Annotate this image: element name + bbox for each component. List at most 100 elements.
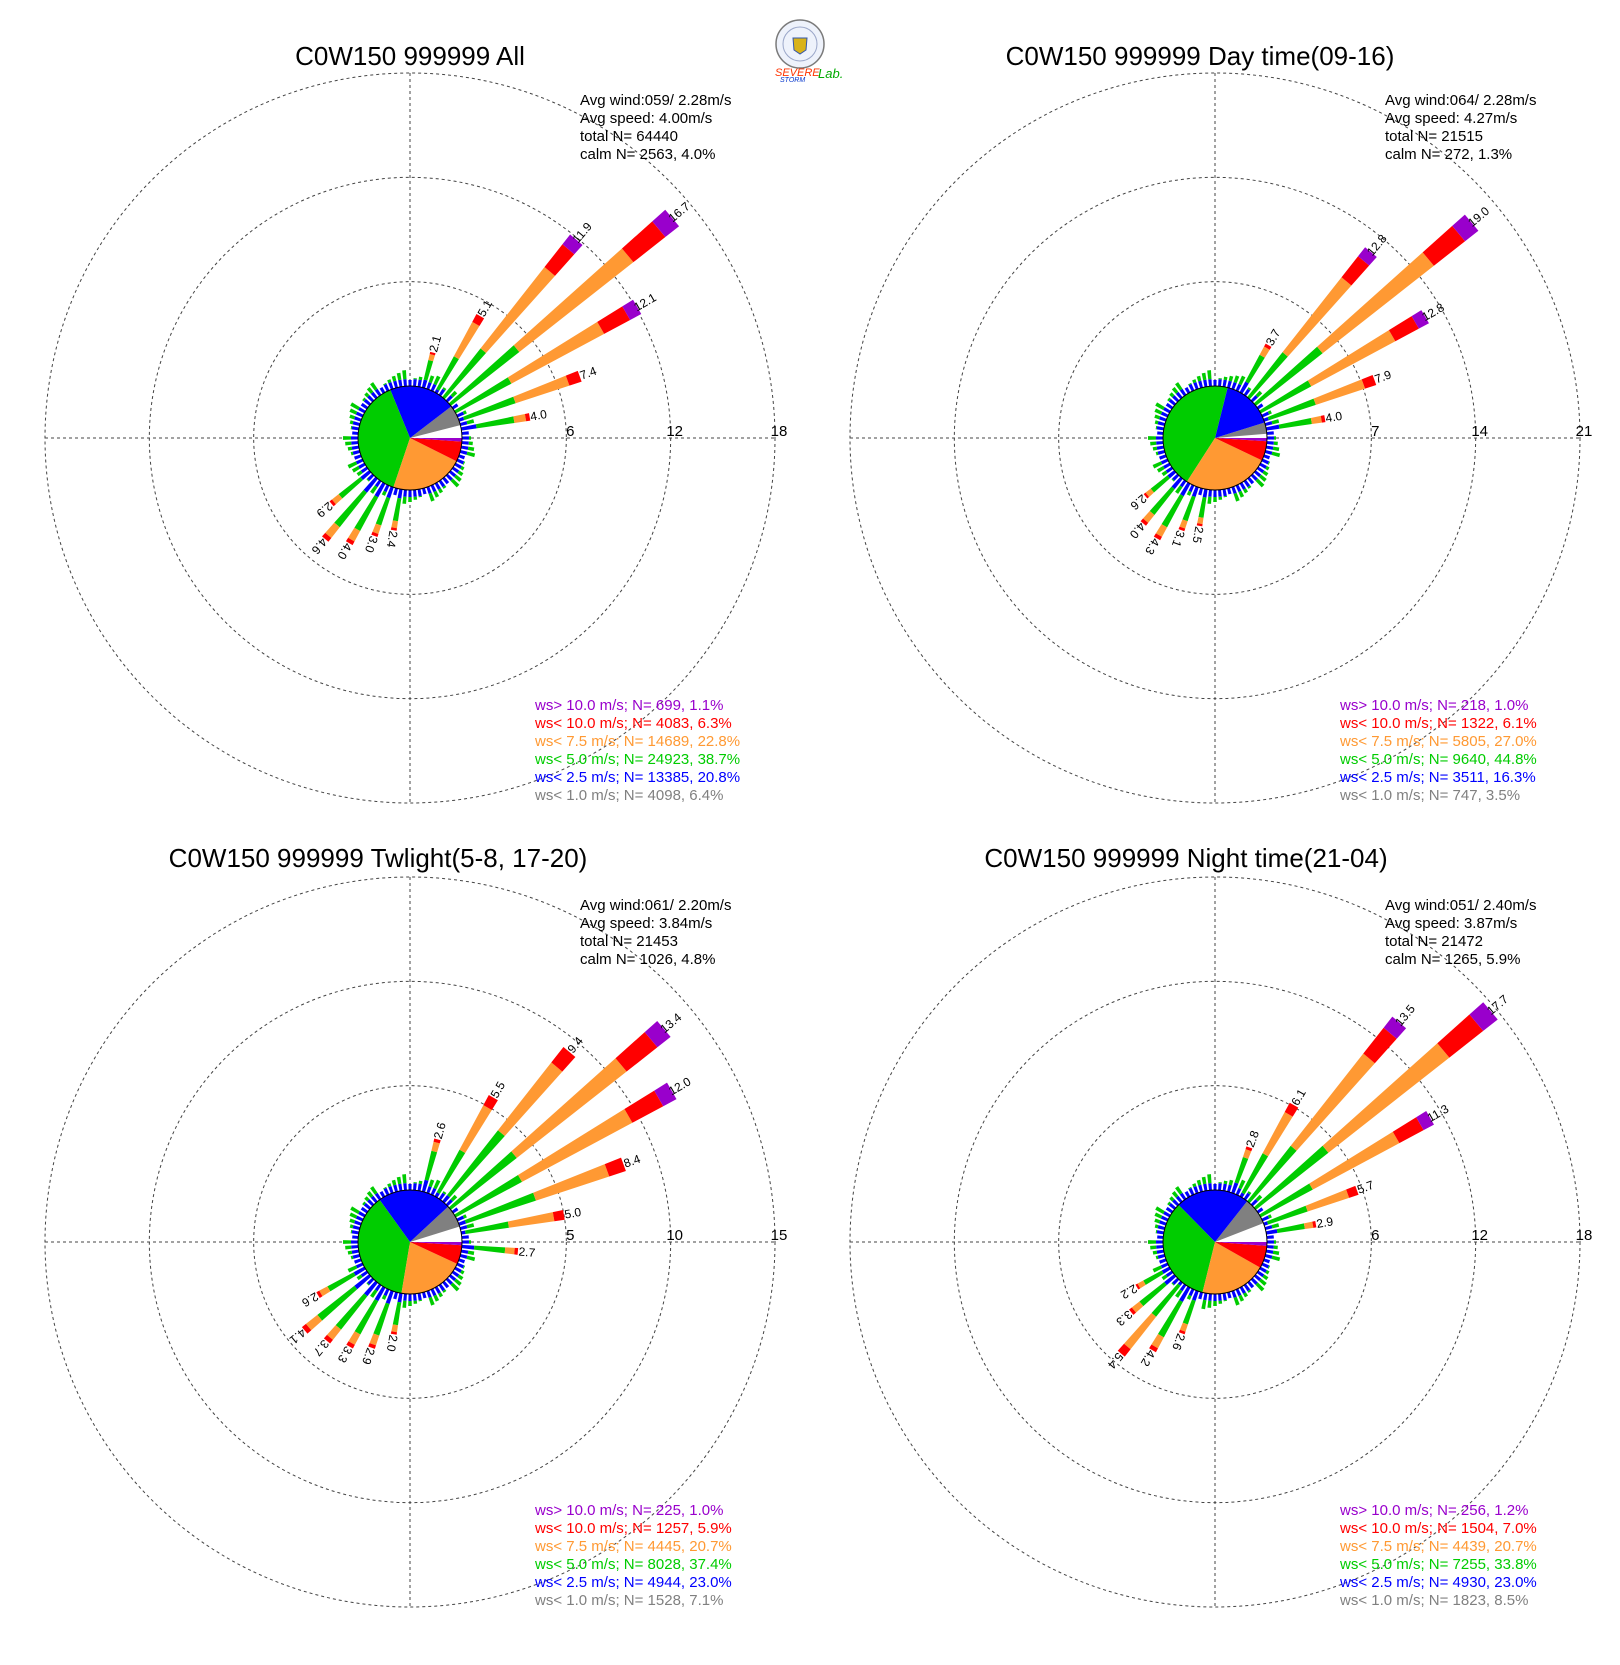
minor-bar: [370, 1289, 378, 1298]
minor-bar: [467, 446, 475, 452]
minor-bar: [467, 1250, 475, 1256]
seg-lt-5: [1182, 1299, 1196, 1325]
seg-lt-10: [1320, 415, 1326, 423]
direction-bar: 4.2: [1138, 1286, 1191, 1369]
minor-bar: [442, 387, 447, 391]
bar-value-label: 3.1: [1169, 529, 1188, 550]
minor-bar: [349, 414, 356, 420]
minor-bar: [1243, 1292, 1249, 1298]
bar-value-label: 12.0: [666, 1074, 694, 1098]
minor-bar: [456, 458, 465, 465]
grid-ring: [1058, 1085, 1372, 1399]
minor-bar: [1192, 1183, 1197, 1188]
stat-line: Avg speed: 4.27m/s: [1385, 110, 1517, 127]
seg-lt-10: [1388, 316, 1419, 342]
minor-bar: [450, 1194, 458, 1202]
stat-line: Avg speed: 3.87m/s: [1385, 915, 1517, 932]
seg-lt-5: [463, 396, 516, 421]
polar-grid: 7 14 21: [849, 72, 1592, 804]
legend-entry: ws> 10.0 m/s; N= 699, 1.1%: [534, 697, 723, 714]
minor-bar: [1256, 1207, 1264, 1214]
seg-lt-7-5: [1151, 1333, 1164, 1349]
direction-bars: 3.712.819.012.87.94.02.53.14.34.02.6: [1127, 204, 1493, 558]
minor-bar: [1238, 490, 1245, 498]
minor-bar: [1157, 1254, 1166, 1259]
minor-bar: [343, 436, 352, 440]
minor-bar: [1208, 1293, 1212, 1301]
seg-lt-2-5: [374, 1286, 386, 1302]
minor-bar: [1223, 1299, 1228, 1302]
minor-direction-bars: [343, 1174, 476, 1308]
legend-entry: ws< 1.0 m/s; N= 747, 3.5%: [1339, 787, 1520, 804]
minor-bar: [1154, 414, 1161, 420]
seg-lt-2-5: [1191, 1290, 1199, 1301]
minor-bar: [350, 425, 353, 430]
minor-bar: [1218, 378, 1222, 380]
minor-bar: [1155, 1229, 1158, 1234]
minor-bar: [1171, 387, 1179, 394]
minor-bar: [347, 1250, 353, 1255]
minor-bar: [462, 410, 467, 415]
seg-lt-5: [448, 1151, 517, 1210]
seg-lt-5: [1149, 486, 1175, 515]
minor-bar: [1222, 1183, 1227, 1192]
minor-bar: [1167, 1201, 1171, 1206]
minor-bar: [1156, 436, 1164, 440]
seg-lt-5: [1247, 1145, 1297, 1204]
legend-entry: ws< 10.0 m/s; N= 1504, 7.0%: [1339, 1520, 1537, 1537]
minor-bar: [1157, 431, 1164, 435]
minor-bar: [1198, 380, 1203, 389]
minor-bar: [1168, 1202, 1177, 1210]
minor-bar: [462, 461, 466, 465]
minor-bar: [391, 375, 397, 382]
seg-lt-5: [373, 1302, 390, 1336]
bar-value-label: 2.8: [1243, 1128, 1262, 1149]
minor-bar: [352, 450, 361, 455]
minor-bar: [438, 488, 444, 494]
minor-bar: [422, 487, 427, 495]
minor-bar: [1265, 1270, 1270, 1275]
minor-bar: [1243, 479, 1251, 488]
minor-bar: [1228, 375, 1234, 382]
minor-bar: [1152, 446, 1158, 451]
minor-bar: [1253, 470, 1262, 478]
minor-bar: [466, 451, 476, 458]
minor-bar: [387, 1183, 392, 1188]
minor-bar: [1255, 1282, 1265, 1292]
minor-bar: [374, 388, 382, 397]
minor-bar: [1273, 436, 1276, 440]
direction-bar: 12.1: [454, 290, 659, 414]
minor-bar: [1266, 1235, 1274, 1239]
minor-bar: [1175, 485, 1183, 494]
minor-bar: [355, 411, 364, 418]
minor-bar: [454, 1266, 462, 1273]
minor-bar: [403, 1183, 407, 1191]
minor-bar: [468, 1240, 471, 1244]
minor-bar: [1175, 382, 1183, 391]
seg-lt-5: [375, 496, 391, 526]
direction-bar: 2.5: [1190, 488, 1208, 545]
seg-lt-7-5: [1305, 1189, 1350, 1212]
minor-bar: [1273, 1245, 1278, 1250]
legend-entry: ws< 2.5 m/s; N= 3511, 16.3%: [1339, 769, 1536, 786]
seg-lt-2-5: [421, 379, 428, 389]
minor-bar: [1165, 466, 1174, 474]
minor-bar: [1172, 395, 1180, 403]
seg-lt-7-5: [1322, 1043, 1450, 1153]
seg-lt-5: [392, 1301, 402, 1326]
seg-lt-7-5: [1307, 330, 1396, 387]
seg-lt-7-5: [1179, 1322, 1188, 1332]
minor-bar: [1231, 1290, 1237, 1298]
minor-bar: [1188, 484, 1195, 493]
minor-bar: [466, 1255, 476, 1262]
pie-lt-1: [1215, 1201, 1264, 1242]
legend-entry: ws< 5.0 m/s; N= 8028, 37.4%: [534, 1556, 732, 1573]
minor-bar: [351, 426, 360, 431]
minor-bar: [351, 445, 360, 450]
minor-bar: [1172, 473, 1180, 481]
seg-lt-5: [1198, 496, 1207, 518]
minor-direction-bars: [1148, 370, 1281, 504]
minor-bar: [355, 1262, 364, 1269]
legend-entry: ws< 10.0 m/s; N= 1257, 5.9%: [534, 1520, 732, 1537]
seg-lt-5: [392, 497, 402, 522]
